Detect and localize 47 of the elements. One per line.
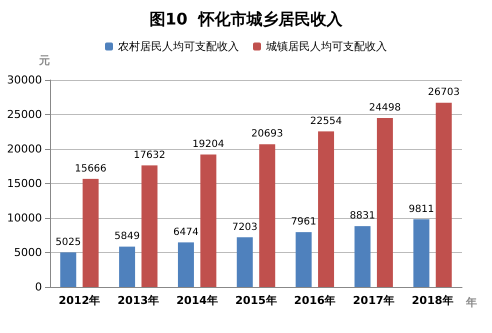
chart-title: 图10 怀化市城乡居民收入 <box>149 10 344 28</box>
data-label: 20693 <box>251 128 284 140</box>
bar <box>82 178 99 287</box>
bar <box>141 165 158 287</box>
data-label: 17632 <box>134 150 166 161</box>
bar <box>413 219 430 287</box>
x-axis-title: 年 <box>465 296 477 309</box>
data-label: 15666 <box>74 163 107 174</box>
data-label: 7961 <box>290 216 316 228</box>
x-tick-label: 2017年 <box>352 294 395 307</box>
y-tick-label: 30000 <box>7 74 42 86</box>
y-tick-label: 5000 <box>14 246 42 259</box>
data-label: 19204 <box>192 138 224 150</box>
data-label: 24498 <box>369 102 401 114</box>
data-label: 7203 <box>232 222 258 233</box>
bar <box>354 226 371 287</box>
y-tick-label: 10000 <box>7 212 42 224</box>
legend-label: 农村居民人均可支配收入 <box>118 40 239 53</box>
x-tick-label: 2018年 <box>412 294 454 307</box>
x-tick-label: 2013年 <box>117 294 160 307</box>
y-tick-label: 20000 <box>7 142 42 156</box>
x-tick-label: 2015年 <box>235 294 277 307</box>
data-label: 9811 <box>408 204 434 215</box>
bar <box>376 118 393 287</box>
x-tick-label: 2012年 <box>58 294 100 307</box>
bar <box>119 246 136 287</box>
data-label: 5849 <box>114 231 140 242</box>
y-tick-label: 0 <box>35 280 42 294</box>
bar <box>236 237 253 287</box>
bar <box>296 232 312 287</box>
bar <box>60 252 76 287</box>
bar <box>259 144 276 287</box>
data-label: 6474 <box>173 226 199 238</box>
x-tick-label: 2016年 <box>294 294 336 307</box>
data-label: 8831 <box>350 210 376 222</box>
data-label: 26703 <box>428 87 460 98</box>
bar <box>436 102 452 287</box>
x-tick-label: 2014年 <box>176 294 218 307</box>
bar <box>178 242 194 287</box>
bar <box>318 131 334 287</box>
y-tick-label: 25000 <box>7 108 42 121</box>
data-label: 5025 <box>56 236 81 248</box>
bar <box>200 154 216 287</box>
legend-label: 城镇居民人均可支配收入 <box>265 40 387 53</box>
y-tick-label: 15000 <box>7 177 42 190</box>
y-axis-title: 元 <box>38 54 50 67</box>
data-label: 22554 <box>310 116 342 127</box>
